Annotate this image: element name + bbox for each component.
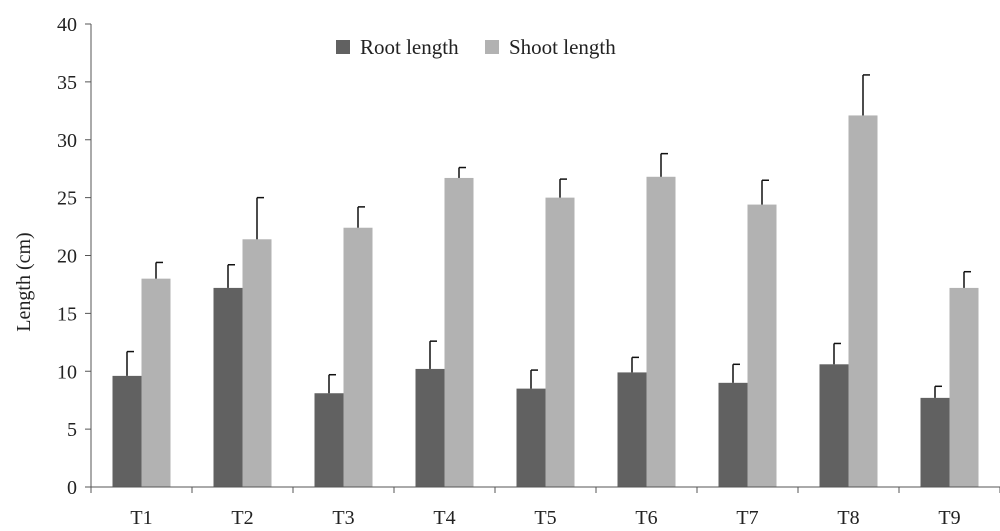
legend-label: Root length <box>360 35 459 59</box>
x-tick-label: T4 <box>433 507 455 529</box>
bar-shoot-t2 <box>242 239 272 487</box>
error-bar-root-t9 <box>934 385 942 398</box>
error-bar-root-t2 <box>227 264 235 288</box>
y-tick-label: 0 <box>67 477 77 499</box>
y-tick-label: 10 <box>57 361 77 383</box>
bar-root-t9 <box>920 397 950 487</box>
error-bar-shoot-t3 <box>357 206 365 228</box>
bar-root-t3 <box>314 393 344 487</box>
legend-item-root: Root length <box>336 35 459 59</box>
legend-swatch <box>336 40 350 54</box>
bar-root-t7 <box>718 382 748 487</box>
y-tick-label: 35 <box>57 72 77 94</box>
y-tick-label: 20 <box>57 246 77 268</box>
error-bar-shoot-t8 <box>862 74 870 116</box>
x-tick-label: T5 <box>534 507 556 529</box>
y-tick-label: 40 <box>57 14 77 36</box>
bar-root-t6 <box>617 372 647 487</box>
bar-shoot-t9 <box>949 287 979 487</box>
error-bar-root-t4 <box>429 340 437 369</box>
error-bar-root-t3 <box>328 373 336 394</box>
bar-shoot-t3 <box>343 227 373 487</box>
x-tick-label: T6 <box>635 507 657 529</box>
bar-shoot-t5 <box>545 197 575 487</box>
y-tick-label: 25 <box>57 188 77 210</box>
bar-root-t1 <box>112 375 142 487</box>
error-bars-group <box>126 74 971 398</box>
x-axis: T1 T2 T3 T4 T5 T6 T7 T8 T9 <box>90 487 1000 529</box>
error-bar-root-t8 <box>833 342 841 365</box>
x-tick-label: T2 <box>231 507 253 529</box>
bar-root-t5 <box>516 388 546 487</box>
x-tick-label: T1 <box>130 507 152 529</box>
error-bar-shoot-t2 <box>256 196 264 240</box>
error-bar-shoot-t4 <box>458 166 466 178</box>
x-tick-label: T9 <box>938 507 960 529</box>
legend-swatch <box>485 40 499 54</box>
error-bar-root-t7 <box>732 363 740 383</box>
error-bar-shoot-t7 <box>761 179 769 205</box>
x-tick-label: T8 <box>837 507 859 529</box>
bar-shoot-t7 <box>747 204 777 487</box>
error-bar-root-t1 <box>126 350 134 376</box>
error-bar-shoot-t6 <box>660 152 668 177</box>
y-tick-label: 30 <box>57 130 77 152</box>
error-bar-shoot-t5 <box>559 178 567 198</box>
bar-root-t2 <box>213 287 243 487</box>
bar-root-t4 <box>415 368 445 487</box>
y-axis: 0 5 10 15 20 25 30 35 40 <box>57 14 91 499</box>
bar-shoot-t6 <box>646 176 676 488</box>
legend-label: Shoot length <box>509 35 616 59</box>
legend: Root length Shoot length <box>336 35 616 59</box>
bar-shoot-t8 <box>848 115 878 487</box>
bar-shoot-t1 <box>141 278 171 487</box>
error-bar-shoot-t9 <box>963 270 971 288</box>
error-bar-root-t6 <box>631 356 639 373</box>
y-axis-title: Length (cm) <box>13 232 35 331</box>
legend-item-shoot: Shoot length <box>485 35 616 59</box>
bars-group <box>112 115 979 488</box>
y-tick-label: 5 <box>67 419 77 441</box>
bar-root-t8 <box>819 364 849 487</box>
error-bar-root-t5 <box>530 369 538 389</box>
error-bar-shoot-t1 <box>155 261 163 279</box>
x-tick-label: T7 <box>736 507 758 529</box>
x-tick-label: T3 <box>332 507 354 529</box>
bar-shoot-t4 <box>444 177 474 487</box>
y-tick-label: 15 <box>57 303 77 325</box>
